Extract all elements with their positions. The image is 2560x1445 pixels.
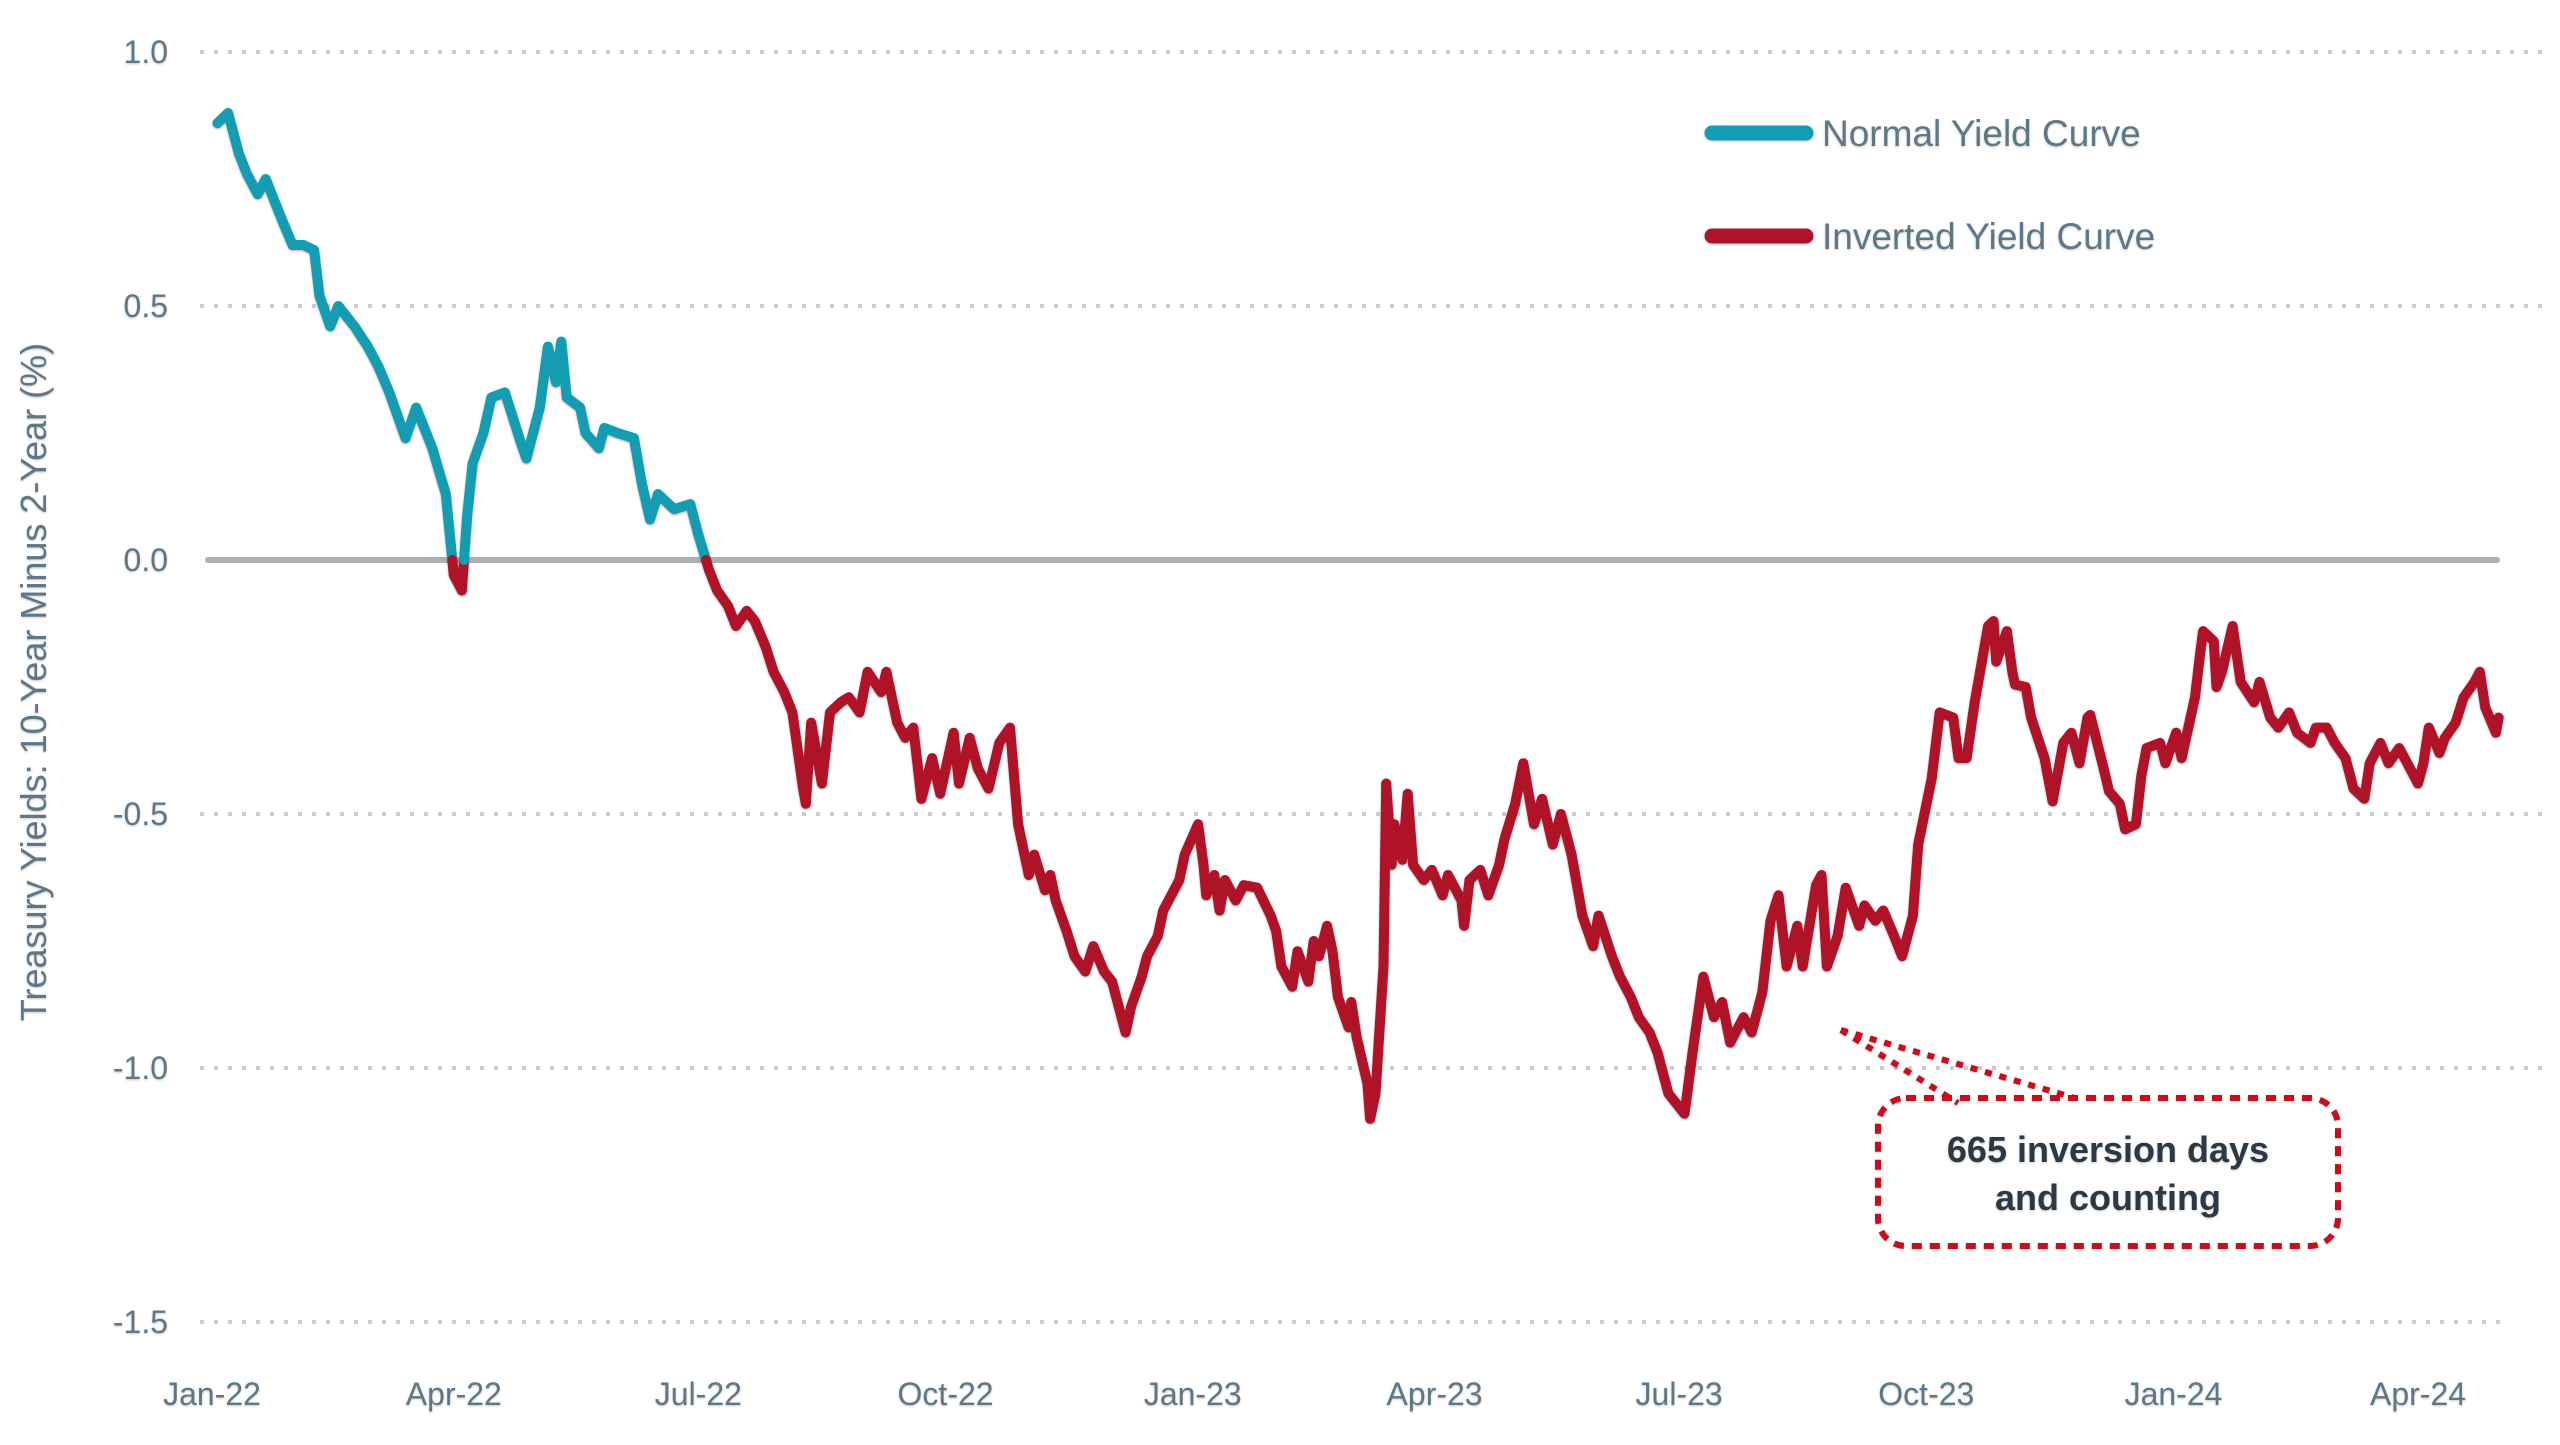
x-tick-Apr-22: Apr-22 [406,1376,502,1412]
y-axis-title: Treasury Yields: 10-Year Minus 2-Year (%… [13,343,54,1021]
y-tick--1.5: -1.5 [113,1304,168,1340]
gridlines [200,50,2545,1324]
y-tick--0.5: -0.5 [113,796,168,832]
legend-item-normal: Normal Yield Curve [1704,113,2141,154]
annotation-text-line1: 665 inversion days [1947,1129,2269,1170]
legend: Normal Yield Curve Inverted Yield Curve [1704,113,2155,257]
x-tick-Jan-22: Jan-22 [163,1376,261,1412]
y-tick-0.5: 0.5 [124,288,168,324]
x-tick-Apr-24: Apr-24 [2370,1376,2466,1412]
y-tick-0.0: 0.0 [124,542,168,578]
x-tick-Oct-23: Oct-23 [1878,1376,1974,1412]
annotation-text-line2: and counting [1995,1177,2221,1218]
annotation-box [1875,1095,2341,1249]
y-tick--1.0: -1.0 [113,1050,168,1086]
y-axis-tick-labels: 1.0 0.5 0.0 -0.5 -1.0 -1.5 [113,34,168,1340]
annotation-arrow-lower-ray [1839,1027,1960,1106]
annotation-arrow-upper-ray [1840,1027,2076,1101]
y-tick-1.0: 1.0 [124,34,168,70]
x-axis-tick-labels: Jan-22 Apr-22 Jul-22 Oct-22 Jan-23 Apr-23 Jul-… [163,1376,2466,1412]
x-tick-Oct-22: Oct-22 [898,1376,994,1412]
spread-line-series [212,108,2504,1124]
x-tick-Jul-22: Jul-22 [655,1376,742,1412]
x-tick-Jul-23: Jul-23 [1636,1376,1723,1412]
x-tick-Jan-24: Jan-24 [2125,1376,2223,1412]
x-tick-Apr-23: Apr-23 [1387,1376,1483,1412]
x-tick-Jan-23: Jan-23 [1144,1376,1242,1412]
curve-segment-normal-0 [212,108,458,565]
inversion-annotation: 665 inversion days and counting [1839,1027,2341,1249]
legend-label-normal: Normal Yield Curve [1822,113,2141,154]
legend-label-inverted: Inverted Yield Curve [1822,216,2155,257]
legend-item-inverted: Inverted Yield Curve [1704,216,2155,257]
curve-segment-inverted-1 [447,555,469,596]
curve-segment-normal-2 [459,336,711,565]
curve-segment-inverted-3 [701,555,2504,1124]
